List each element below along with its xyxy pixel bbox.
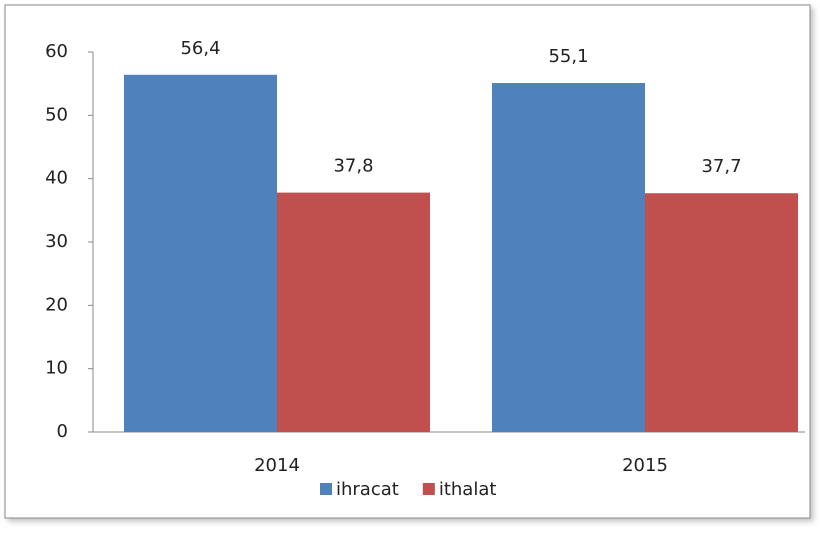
y-tick-label: 20 <box>45 294 68 315</box>
bar <box>277 192 430 432</box>
x-tick-label: 2015 <box>622 455 668 476</box>
bar <box>645 193 798 432</box>
value-label: 37,8 <box>333 156 373 177</box>
y-tick-label: 40 <box>45 168 68 189</box>
legend-swatch <box>422 483 435 495</box>
y-tick-label: 30 <box>45 231 68 252</box>
legend-swatch <box>320 483 332 495</box>
x-tick-label: 2014 <box>254 455 300 476</box>
bar <box>124 74 277 433</box>
legend-label: ithalat <box>439 479 497 500</box>
y-tick-label: 0 <box>57 421 68 442</box>
value-label: 37,7 <box>701 156 741 177</box>
y-tick-label: 50 <box>45 104 68 125</box>
y-tick-label: 10 <box>45 358 68 379</box>
legend-label: ihracat <box>336 479 399 500</box>
value-label: 56,4 <box>180 38 220 59</box>
y-tick-label: 60 <box>45 41 68 62</box>
bar <box>492 83 645 433</box>
value-label: 55,1 <box>548 46 588 67</box>
